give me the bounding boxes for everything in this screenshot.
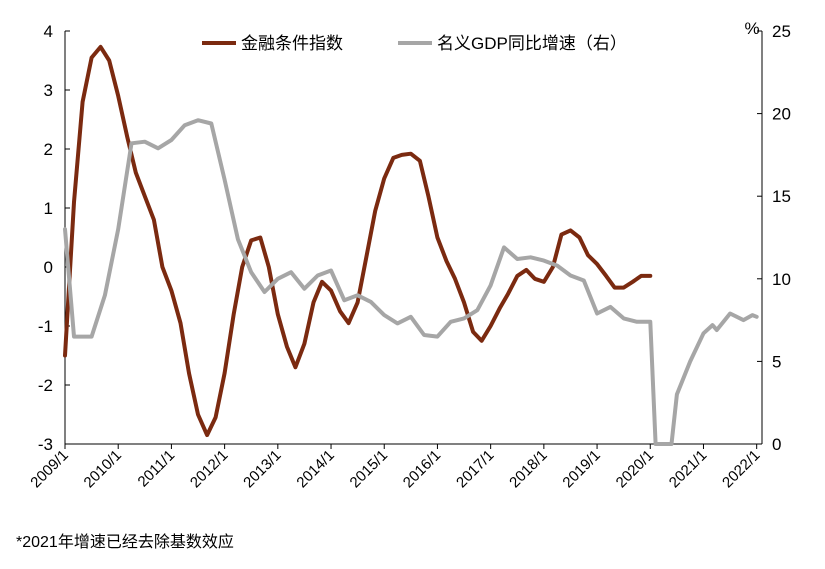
x-tick-label: 2020/1	[613, 447, 657, 491]
legend: 金融条件指数 名义GDP同比增速（右）	[202, 34, 627, 53]
x-tick-label: 2013/1	[240, 447, 284, 491]
x-tick-label: 2015/1	[347, 447, 391, 491]
x-tick-label: 2022/1	[719, 447, 763, 491]
left-tick-label: 3	[44, 81, 53, 100]
left-tick-label: 4	[44, 22, 53, 41]
legend-label-2: 名义GDP同比增速（右）	[437, 34, 627, 53]
left-tick-label: 1	[44, 199, 53, 218]
right-tick-label: 5	[772, 352, 781, 371]
right-tick-label: 0	[772, 435, 781, 454]
right-tick-label: 20	[772, 105, 791, 124]
left-tick-label: 0	[44, 258, 53, 277]
legend-label-1: 金融条件指数	[241, 34, 343, 53]
series-line-2	[63, 118, 759, 446]
right-tick-label: 25	[772, 22, 791, 41]
series-layer	[63, 44, 759, 446]
left-tick-label: 2	[44, 140, 53, 159]
x-tick-label: 2021/1	[666, 447, 710, 491]
x-tick-label: 2011/1	[135, 447, 179, 491]
series-line-1	[63, 44, 653, 438]
x-tick-label: 2019/1	[559, 447, 603, 491]
right-tick-label: 10	[772, 270, 791, 289]
right-tick-label: 15	[772, 187, 791, 206]
footnote: *2021年增速已经去除基数效应	[16, 534, 234, 551]
left-tick-label: -1	[38, 317, 53, 336]
x-tick-label: 2017/1	[453, 447, 497, 491]
left-tick-label: -3	[38, 435, 53, 454]
left-tick-label: -2	[38, 376, 53, 395]
x-tick-label: 2016/1	[400, 447, 444, 491]
x-tick-label: 2014/1	[293, 447, 337, 491]
x-tick-label: 2018/1	[506, 447, 550, 491]
x-tick-label: 2010/1	[81, 447, 125, 491]
x-tick-label: 2012/1	[187, 447, 231, 491]
right-axis-unit: %	[744, 19, 759, 38]
